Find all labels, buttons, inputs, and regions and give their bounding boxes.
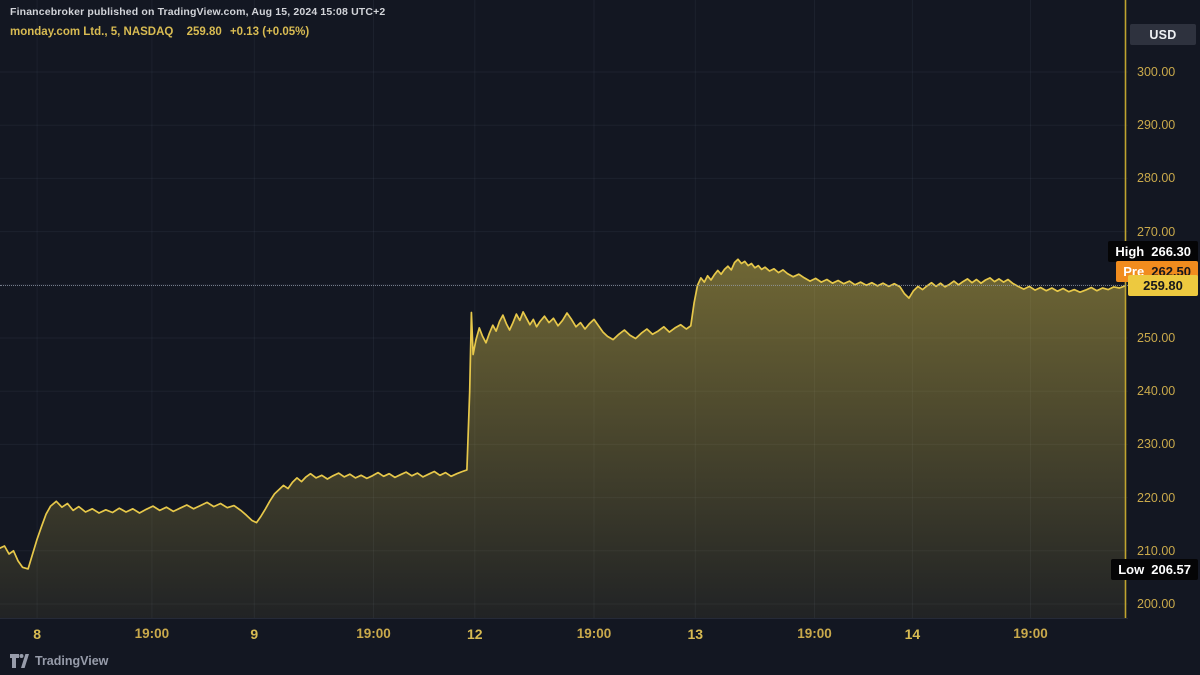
time-axis[interactable]: 8 19:00 9 19:00 12 19:00 13 19:00 14 19:00	[0, 618, 1128, 653]
currency-label: USD	[1130, 24, 1196, 45]
low-badge: Low 206.57	[1111, 558, 1198, 580]
tradingview-attribution[interactable]: TradingView	[10, 654, 108, 668]
last-price-badge-value: 259.80	[1143, 278, 1183, 294]
time-axis-label: 19:00	[797, 626, 832, 641]
price-axis-label: 230.00	[1137, 437, 1176, 452]
premarket-badge-label: Pre	[1123, 264, 1145, 279]
price-axis-label: 280.00	[1137, 171, 1176, 186]
area-series-fill	[0, 259, 1125, 618]
price-axis-label: 200.00	[1137, 597, 1176, 611]
price-axis-label: 300.00	[1137, 65, 1176, 79]
time-axis-label: 13	[687, 626, 704, 642]
price-axis-label: 270.00	[1137, 224, 1176, 239]
low-badge-label: Low	[1118, 561, 1145, 577]
price-axis-label: 240.00	[1137, 384, 1176, 399]
time-axis-label: 9	[250, 626, 259, 642]
price-axis-label: 290.00	[1137, 118, 1176, 133]
tradingview-brand: TradingView	[35, 654, 109, 668]
price-axis-label: 250.00	[1137, 331, 1176, 345]
low-badge-value: 206.57	[1151, 561, 1191, 577]
high-badge-value: 266.30	[1151, 243, 1191, 259]
time-axis-label: 12	[467, 626, 483, 642]
time-axis-label: 14	[904, 626, 921, 642]
price-axis-label: 210.00	[1137, 543, 1176, 558]
time-axis-label: 8	[33, 626, 41, 642]
high-badge-label: High	[1115, 243, 1145, 259]
time-axis-label: 19:00	[1013, 626, 1048, 641]
time-axis-label: 19:00	[134, 626, 170, 641]
chart-plot-area[interactable]: Financebroker published on TradingView.c…	[0, 0, 1128, 618]
price-line-path	[0, 258, 1126, 570]
time-axis-label: 19:00	[356, 626, 391, 641]
time-axis-label: 19:00	[576, 626, 612, 641]
price-chart-svg	[0, 0, 1128, 618]
price-axis[interactable]: USD 300.00290.00280.00270.00260.00250.00…	[1128, 0, 1200, 618]
premarket-badge-value: 262.50	[1151, 264, 1191, 279]
last-price-badge: 259.80	[1128, 275, 1198, 297]
last-price-dotted-line	[0, 284, 1128, 286]
price-axis-label: 220.00	[1137, 490, 1176, 505]
high-badge: High 266.30	[1108, 240, 1198, 262]
tradingview-logo-icon	[10, 654, 29, 668]
